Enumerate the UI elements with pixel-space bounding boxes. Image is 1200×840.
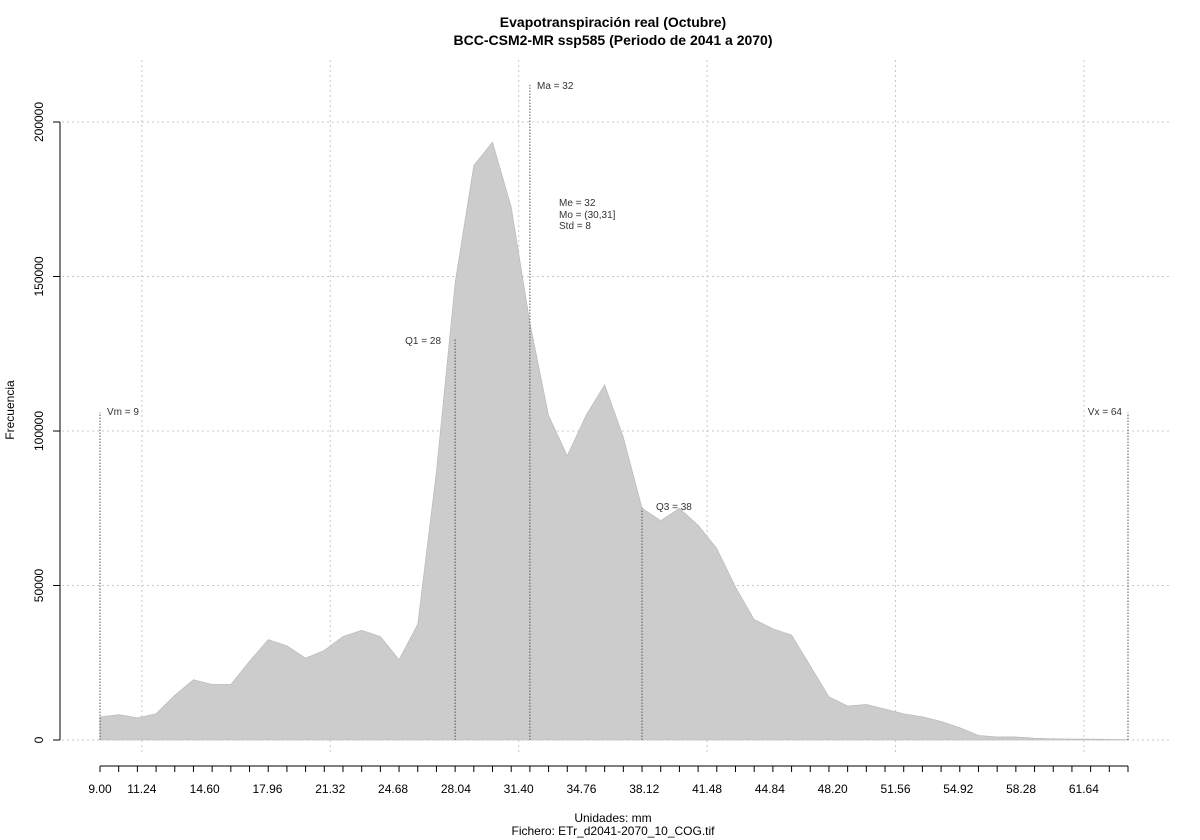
stat-std: Std = 8 <box>559 221 591 232</box>
x-tick-label: 17.96 <box>252 782 282 796</box>
marker-lines <box>99 84 1129 740</box>
x-tick-label: 14.60 <box>190 782 220 796</box>
stat-mo: Mo = (30,31] <box>559 210 616 221</box>
area-fill <box>99 141 1129 741</box>
x-axis: 9.00 11.24 14.60 17.96 21.32 24.68 28.04 31.40 3… <box>88 765 1129 796</box>
x-tick-label: 51.56 <box>880 782 910 796</box>
x-tick-label: 61.64 <box>1069 782 1099 796</box>
x-tick-label: 31.40 <box>504 782 534 796</box>
x-tick-label: 9.00 <box>88 782 112 796</box>
x-tick-label: 34.76 <box>566 782 596 796</box>
x-tick-label: 58.28 <box>1006 782 1036 796</box>
stat-me: Me = 32 <box>559 198 596 209</box>
x-tick-label: 41.48 <box>692 782 722 796</box>
x-tick-label: 21.32 <box>315 782 345 796</box>
annotation-vx: Vx = 64 <box>1088 407 1123 418</box>
annotation-ma: Ma = 32 <box>537 81 574 92</box>
annotation-vm: Vm = 9 <box>107 407 139 418</box>
annotation-q1: Q1 = 28 <box>405 336 441 347</box>
file-label: Fichero: ETr_d2041-2070_10_COG.tif <box>512 824 716 838</box>
y-axis: 0 50000 100000 150000 200000 <box>32 102 61 743</box>
chart-subtitle: BCC-CSM2-MR ssp585 (Periodo de 2041 a 20… <box>454 32 773 48</box>
x-axis-label: Unidades: mm <box>574 811 651 825</box>
annotations: Vm = 9 Q1 = 28 Ma = 32 Q3 = 38 Vx = 64 M… <box>107 81 1122 513</box>
y-tick-label: 50000 <box>32 568 46 602</box>
y-tick-label: 0 <box>32 736 46 743</box>
x-tick-label: 48.20 <box>818 782 848 796</box>
annotation-q3: Q3 = 38 <box>656 502 692 513</box>
x-tick-label: 54.92 <box>943 782 973 796</box>
y-tick-label: 200000 <box>32 102 46 142</box>
x-tick-label: 28.04 <box>441 782 471 796</box>
y-axis-label: Frecuencia <box>3 380 17 440</box>
x-tick-label: 44.84 <box>755 782 785 796</box>
x-tick-label: 24.68 <box>378 782 408 796</box>
y-tick-label: 150000 <box>32 256 46 296</box>
y-tick-label: 100000 <box>32 411 46 451</box>
x-tick-label: 11.24 <box>127 782 156 796</box>
chart-title: Evapotranspiración real (Octubre) <box>500 14 726 30</box>
x-tick-label: 38.12 <box>629 782 659 796</box>
distribution-area <box>99 141 1129 741</box>
grid-lines <box>62 60 1170 755</box>
